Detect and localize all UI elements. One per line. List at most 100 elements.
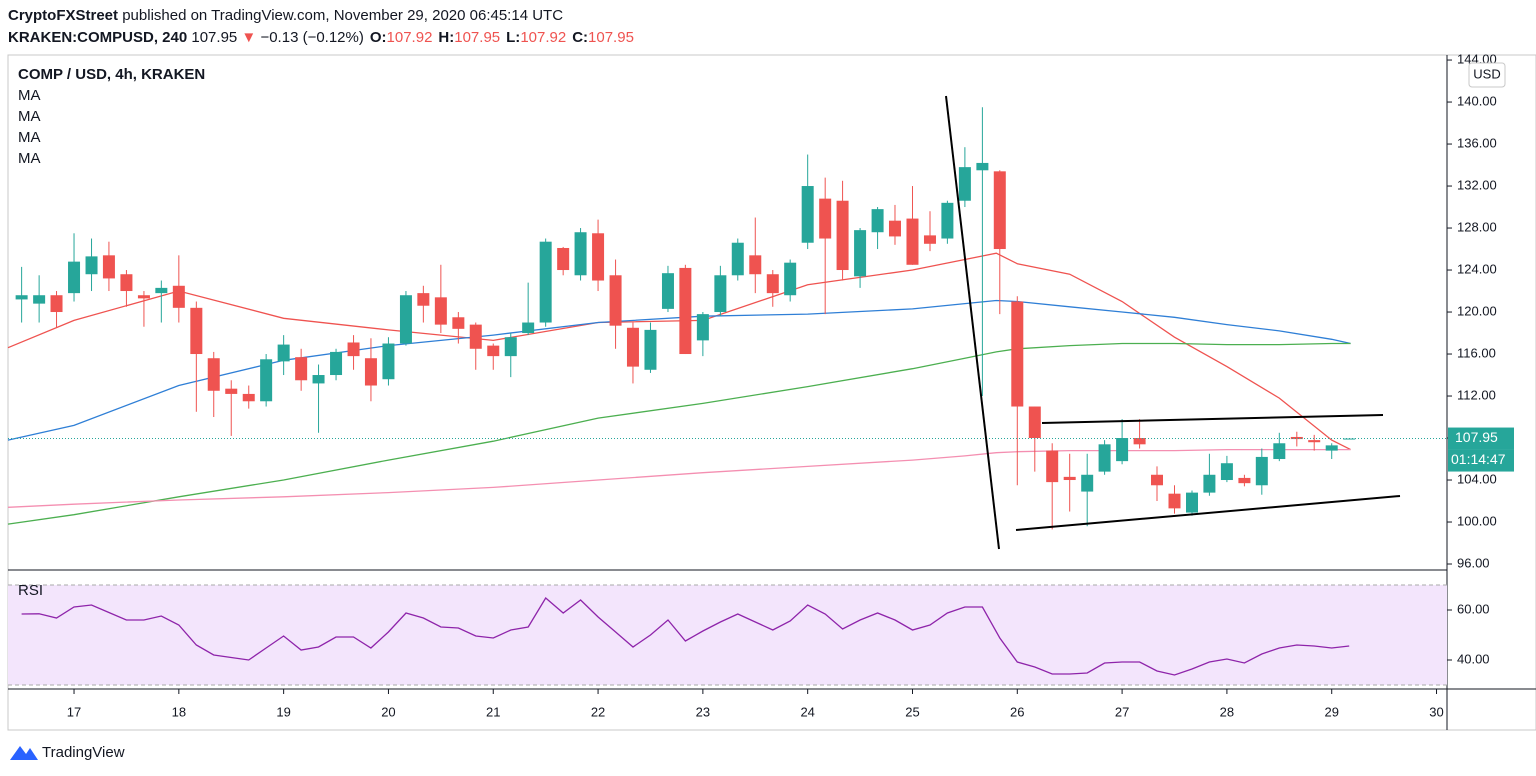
currency: USD: [1473, 66, 1500, 81]
ohlc: O:107.92 H:107.95 L:107.92 C:107.95: [370, 29, 634, 46]
y-tick-label: 40.00: [1457, 651, 1490, 666]
candle-body: [382, 343, 395, 380]
candle-body: [417, 293, 430, 306]
candle-body: [993, 171, 1006, 250]
legend-entry: MA: [18, 150, 41, 167]
candle-body: [1116, 438, 1129, 462]
change: −0.13 (−0.12%): [260, 29, 363, 46]
x-tick-label: 22: [591, 704, 605, 719]
candle-body: [295, 357, 308, 381]
candle-body: [1325, 445, 1338, 451]
candle-body: [679, 267, 692, 355]
candle-body: [1098, 444, 1111, 472]
x-tick-label: 21: [486, 704, 500, 719]
x-tick-label: 24: [800, 704, 814, 719]
symbol: KRAKEN:COMPUSD, 240: [8, 29, 187, 46]
candle-body: [1238, 477, 1251, 484]
ohlc-value: 107.95: [588, 29, 634, 46]
trend-line: [1041, 414, 1384, 424]
candle-body: [1063, 476, 1076, 481]
candle-body: [504, 337, 517, 357]
ma-line: [7, 252, 1351, 451]
y-tick-label: 140.00: [1457, 93, 1497, 108]
x-tick-label: 28: [1220, 704, 1234, 719]
candle-body: [1028, 406, 1041, 439]
y-tick-label: 124.00: [1457, 261, 1497, 276]
rsi-line: [21, 597, 1350, 676]
candle-body: [469, 324, 482, 349]
rsi-pane: 40.00 60.00 RSI: [8, 582, 1490, 686]
ohlc-value: 107.92: [387, 29, 433, 46]
frame: [7, 54, 1536, 731]
x-tick-label: 19: [276, 704, 290, 719]
symbol-line: KRAKEN:COMPUSD, 240 107.95 ▼ −0.13 (−0.1…: [8, 29, 634, 46]
candle-body: [68, 261, 81, 294]
candle-body: [766, 274, 779, 294]
y-tick-label: 60.00: [1457, 601, 1490, 616]
x-tick-label: 25: [905, 704, 919, 719]
candle-body: [714, 275, 727, 313]
candle-body: [592, 233, 605, 281]
last: 107.95: [191, 29, 237, 46]
candle-body: [731, 242, 744, 276]
x-tick-label: 23: [696, 704, 710, 719]
countdown-box: [1448, 449, 1514, 472]
candle-body: [1046, 450, 1059, 483]
candle-body: [1011, 301, 1024, 407]
ohlc-label: O:: [370, 29, 387, 46]
candle-body: [854, 230, 867, 277]
trend-line: [945, 95, 1000, 550]
x-tick-label: 26: [1010, 704, 1024, 719]
ma-line: [7, 448, 1351, 508]
candle-body: [190, 307, 203, 355]
candle-body: [487, 345, 500, 357]
y-tick-label: 136.00: [1457, 135, 1497, 150]
candle-body: [871, 209, 884, 233]
candle-body: [50, 295, 63, 313]
candle-body: [1133, 438, 1146, 445]
candle-body: [958, 167, 971, 201]
legend-entry: MA: [18, 87, 41, 104]
x-tick-label: 30: [1429, 704, 1443, 719]
y-tick-label: 120.00: [1457, 303, 1497, 318]
last-price-box: [1448, 427, 1514, 450]
candle-body: [207, 358, 220, 391]
y-tick-label: 128.00: [1457, 219, 1497, 234]
x-tick-label: 20: [381, 704, 395, 719]
candle-body: [1150, 474, 1163, 486]
legend-entry: MA: [18, 129, 41, 146]
x-tick-label: 17: [67, 704, 81, 719]
ohlc-value: 107.92: [520, 29, 566, 46]
ohlc-label: C:: [572, 29, 588, 46]
y-tick-label: 112.00: [1457, 387, 1496, 402]
rsi-band: [8, 585, 1447, 685]
logo-icon: [10, 746, 38, 760]
candle-body: [312, 375, 325, 384]
candle-body: [452, 317, 465, 329]
candle-body: [1273, 443, 1286, 460]
candle-body: [1255, 456, 1268, 486]
y-tick-label: 96.00: [1457, 555, 1490, 570]
ohlc-value: 107.95: [454, 29, 500, 46]
candle-body: [696, 314, 709, 341]
candle-body: [1081, 474, 1094, 492]
candle-body: [801, 186, 814, 243]
candle-body: [347, 342, 360, 357]
y-tick-label: 100.00: [1457, 513, 1497, 528]
candle-body: [399, 295, 412, 344]
candle-body: [225, 388, 238, 394]
candle-body: [749, 255, 762, 275]
main-pane: 96.00100.00104.00108.00112.00116.00120.0…: [7, 51, 1514, 719]
x-tick-label: 27: [1115, 704, 1129, 719]
y-tick-label: 132.00: [1457, 177, 1497, 192]
candle-body: [784, 262, 797, 296]
candle-body: [644, 329, 657, 370]
pane-title: COMP / USD, 4h, KRAKEN: [18, 66, 205, 83]
x-tick-label: 29: [1324, 704, 1338, 719]
candle-body: [330, 351, 343, 376]
pane-title: RSI: [18, 582, 43, 599]
candle-body: [626, 327, 639, 367]
candle-body: [260, 359, 273, 402]
candle-body: [661, 273, 674, 309]
